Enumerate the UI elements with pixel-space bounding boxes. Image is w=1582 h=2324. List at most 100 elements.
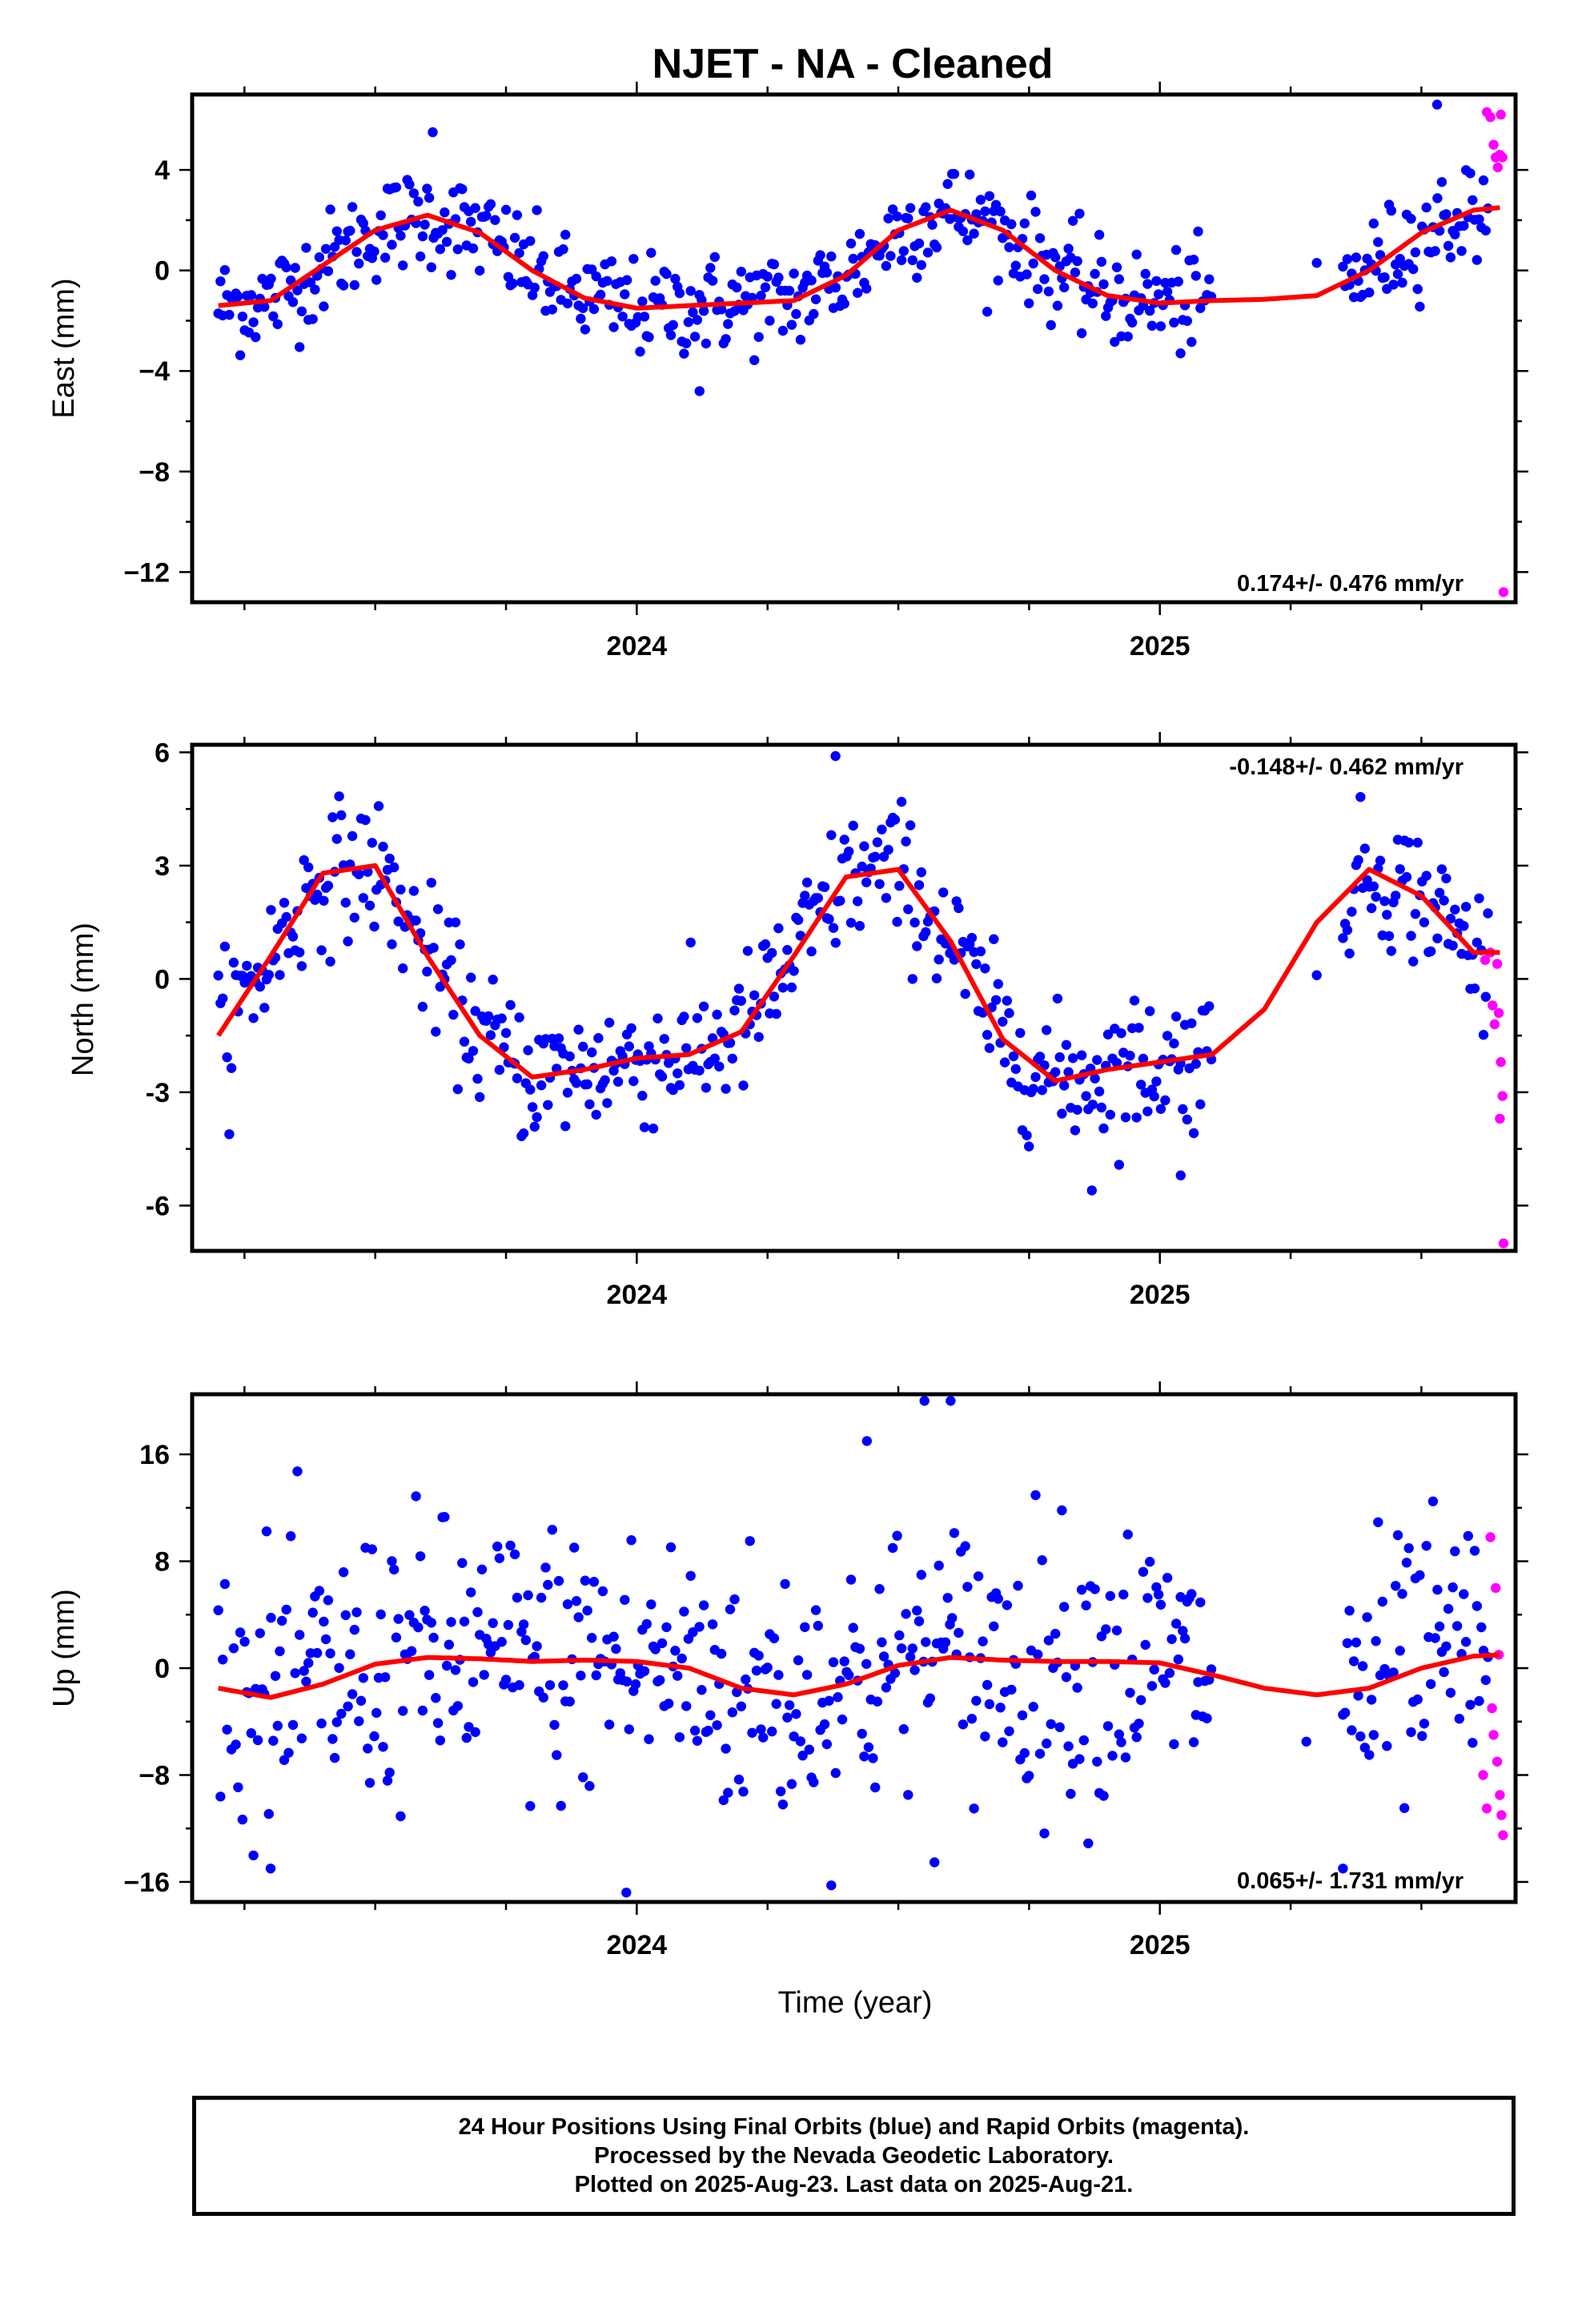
final-orbit-point	[496, 1637, 507, 1647]
final-orbit-point	[587, 1047, 597, 1058]
final-orbit-point	[624, 1724, 634, 1735]
final-orbit-point	[233, 1782, 243, 1792]
final-orbit-point	[391, 182, 402, 193]
final-orbit-point	[571, 1078, 582, 1088]
final-orbit-point	[556, 1800, 566, 1811]
final-orbit-point	[1054, 1722, 1065, 1732]
final-orbit-point	[628, 1076, 639, 1087]
final-orbit-point	[1102, 1721, 1114, 1731]
rapid-orbit-point	[1480, 955, 1491, 966]
final-orbit-point	[314, 252, 325, 263]
final-orbit-point	[1114, 1160, 1125, 1170]
final-orbit-point	[925, 1693, 936, 1703]
final-orbit-point	[905, 1651, 916, 1663]
final-orbit-point	[1170, 244, 1182, 255]
final-orbit-point	[718, 1795, 729, 1806]
final-orbit-point	[639, 312, 650, 322]
final-orbit-point	[1406, 214, 1416, 224]
final-orbit-point	[1006, 1684, 1017, 1695]
final-orbit-point	[1377, 1596, 1388, 1607]
final-orbit-point	[839, 299, 849, 309]
final-orbit-point	[848, 253, 858, 264]
final-orbit-point	[776, 1786, 786, 1797]
final-orbit-point	[707, 275, 718, 286]
final-orbit-point	[736, 1701, 746, 1711]
x-tick-label: 2024	[607, 1930, 668, 1960]
final-orbit-point	[408, 886, 420, 896]
final-orbit-point	[1175, 1170, 1186, 1180]
final-orbit-point	[769, 991, 780, 1002]
final-orbit-point	[472, 1606, 483, 1618]
final-orbit-point	[391, 1632, 402, 1642]
rapid-orbit-point	[1488, 1730, 1499, 1740]
final-orbit-point	[1459, 921, 1469, 931]
final-orbit-point	[1166, 1634, 1177, 1644]
final-orbit-point	[1136, 1695, 1146, 1706]
final-orbit-point	[1406, 931, 1416, 941]
final-orbit-point	[588, 304, 600, 315]
final-orbit-point	[685, 286, 696, 296]
final-orbit-point	[1344, 948, 1355, 959]
final-orbit-point	[845, 918, 857, 928]
final-orbit-point	[1353, 854, 1363, 866]
final-orbit-point	[468, 1046, 479, 1056]
final-orbit-point	[652, 1013, 663, 1023]
final-orbit-point	[709, 251, 720, 263]
final-orbit-point	[861, 283, 872, 294]
final-orbit-point	[301, 1676, 311, 1687]
final-orbit-point	[1086, 1185, 1098, 1196]
final-orbit-point	[578, 303, 588, 313]
final-orbit-point	[248, 1013, 259, 1023]
final-orbit-point	[756, 1724, 766, 1735]
final-orbit-point	[248, 317, 259, 328]
final-orbit-point	[408, 188, 420, 199]
final-orbit-point	[553, 1033, 564, 1043]
final-orbit-point	[481, 211, 492, 221]
final-orbit-point	[428, 1632, 439, 1643]
final-orbit-point	[697, 1685, 707, 1695]
final-orbit-point	[571, 1596, 582, 1606]
final-orbit-point	[1480, 1675, 1492, 1686]
final-orbit-point	[428, 943, 439, 953]
final-orbit-point	[1142, 1593, 1153, 1603]
final-orbit-point	[784, 1700, 795, 1711]
final-orbit-point	[782, 1712, 793, 1723]
final-orbit-point	[1430, 246, 1440, 256]
final-orbit-point	[800, 1622, 810, 1633]
final-orbit-point	[452, 1701, 463, 1711]
final-orbit-point	[644, 332, 654, 343]
final-orbit-point	[415, 251, 426, 262]
final-orbit-point	[329, 1752, 340, 1763]
final-orbit-point	[224, 1964, 234, 1974]
final-orbit-point	[896, 1643, 907, 1654]
final-orbit-point	[907, 255, 918, 266]
final-orbit-point	[1160, 1678, 1170, 1688]
final-orbit-point	[331, 834, 342, 844]
final-orbit-point	[1392, 269, 1403, 279]
final-orbit-point	[1301, 1736, 1311, 1747]
final-orbit-point	[389, 862, 400, 873]
final-orbit-point	[1375, 855, 1386, 866]
final-orbit-point	[508, 278, 518, 289]
final-orbit-point	[1098, 1123, 1109, 1134]
final-orbit-point	[364, 1778, 375, 1788]
final-orbit-point	[1164, 1667, 1175, 1679]
y-tick-label: −8	[139, 457, 170, 488]
final-orbit-point	[354, 1716, 364, 1727]
final-orbit-point	[1357, 1661, 1368, 1671]
final-orbit-point	[793, 915, 804, 926]
final-orbit-point	[725, 1038, 736, 1048]
final-orbit-point	[380, 1672, 391, 1683]
y-tick-label: -3	[146, 1078, 170, 1108]
final-orbit-point	[287, 931, 299, 942]
final-orbit-point	[940, 1637, 951, 1647]
final-orbit-point	[237, 1814, 248, 1825]
final-orbit-point	[946, 1396, 956, 1406]
final-orbit-point	[769, 259, 780, 270]
final-orbit-point	[505, 999, 516, 1011]
final-orbit-point	[1090, 1584, 1100, 1594]
final-orbit-point	[835, 895, 845, 906]
final-orbit-point	[312, 1647, 323, 1659]
final-orbit-point	[470, 1727, 480, 1738]
final-orbit-point	[1191, 1059, 1202, 1069]
